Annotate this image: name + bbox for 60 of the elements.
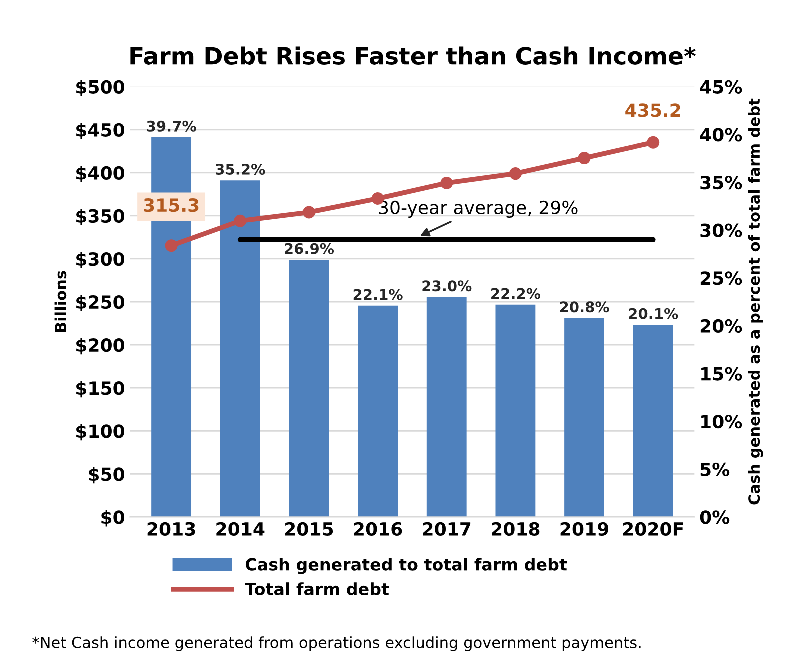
point: [578, 152, 591, 165]
y2-tick-label: 45%: [700, 80, 742, 94]
point: [509, 168, 522, 180]
data-label: 20.8%: [560, 302, 610, 313]
x-tick-label: 2017: [423, 522, 471, 536]
legend-label: Cash generated to total farm debt: [246, 558, 568, 574]
text: *Net Cash income generated from operations excluding government payments.: [32, 636, 641, 652]
data-label: 39.7%: [147, 120, 196, 132]
y-tick-label: $400: [76, 166, 125, 182]
bar: [633, 324, 674, 518]
y2-tick-label: 30%: [700, 224, 742, 238]
chart-title: Farm Debt Rises Faster than Cash Income*: [130, 46, 696, 65]
point: [234, 214, 247, 228]
bar: [426, 297, 467, 518]
bar: [358, 306, 398, 518]
bar: [289, 260, 330, 518]
y2-tick-label: 25%: [700, 272, 742, 286]
y2-tick-label: 20%: [700, 319, 742, 334]
data-label: 22.1%: [354, 289, 403, 300]
y-tick-label: $300: [76, 252, 125, 269]
y-tick-label: $50: [89, 467, 125, 484]
y-tick-label: $500: [76, 80, 125, 96]
point: [165, 240, 178, 252]
data-label: 26.9%: [285, 243, 334, 254]
x-tick-label: 2016: [354, 522, 402, 536]
y2-tick-label: 40%: [700, 128, 742, 142]
y2-tick-label: 0%: [700, 510, 730, 524]
y-axis-title: Billions: [54, 271, 67, 332]
point: [647, 136, 660, 149]
x-tick-label: 2013: [148, 522, 196, 536]
x-tick-label: 2015: [286, 522, 334, 536]
ref-line-label: 30-year average, 29%: [379, 200, 578, 218]
data-label: 435.2: [626, 104, 680, 118]
y-tick-label: $450: [76, 123, 125, 140]
y-tick-label: $250: [76, 295, 125, 312]
x-tick-label: 2018: [492, 522, 540, 536]
data-label: 20.1%: [629, 308, 678, 320]
y-tick-label: $350: [76, 209, 125, 226]
data-label: 35.2%: [216, 164, 266, 175]
data-label: 22.2%: [492, 288, 541, 300]
y-tick-label: $0: [102, 510, 125, 527]
data-label: 23.0%: [422, 280, 472, 292]
y-tick-label: $200: [76, 338, 125, 355]
bar: [564, 318, 604, 518]
legend-label: Total farm debt: [245, 582, 390, 596]
point: [440, 177, 454, 190]
y2-tick-label: 35%: [700, 176, 742, 190]
y2-tick-label: 10%: [702, 415, 742, 429]
x-tick-label: 2020F: [623, 522, 684, 536]
x-tick-label: 2019: [560, 522, 608, 536]
y2-tick-label: 5%: [700, 462, 730, 476]
y2-axis-title: Cash generated as a percent of total farm debt: [748, 98, 764, 505]
bar: [496, 304, 536, 518]
bar: [220, 180, 260, 518]
x-tick-label: 2014: [216, 522, 265, 536]
data-label: 315.3: [144, 198, 199, 212]
y-tick-label: $150: [76, 381, 125, 398]
y-tick-label: $100: [76, 424, 125, 441]
y2-tick-label: 15%: [702, 367, 742, 381]
point: [302, 206, 316, 219]
